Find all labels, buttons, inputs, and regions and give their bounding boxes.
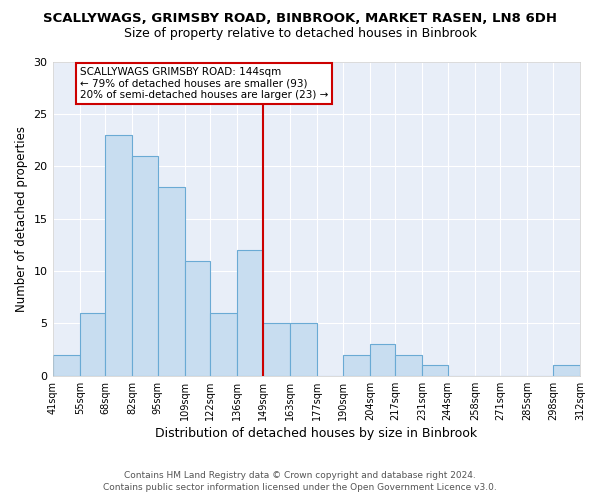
Bar <box>422 366 448 376</box>
Bar <box>263 324 290 376</box>
Bar <box>210 313 238 376</box>
Bar <box>343 355 370 376</box>
Text: Size of property relative to detached houses in Binbrook: Size of property relative to detached ho… <box>124 28 476 40</box>
Text: Contains public sector information licensed under the Open Government Licence v3: Contains public sector information licen… <box>103 484 497 492</box>
Y-axis label: Number of detached properties: Number of detached properties <box>15 126 28 312</box>
Bar <box>133 156 158 376</box>
Bar <box>185 260 210 376</box>
Bar <box>158 187 185 376</box>
Text: SCALLYWAGS GRIMSBY ROAD: 144sqm
← 79% of detached houses are smaller (93)
20% of: SCALLYWAGS GRIMSBY ROAD: 144sqm ← 79% of… <box>80 66 328 100</box>
Bar <box>80 313 105 376</box>
Bar <box>553 366 580 376</box>
X-axis label: Distribution of detached houses by size in Binbrook: Distribution of detached houses by size … <box>155 427 478 440</box>
Text: Contains HM Land Registry data © Crown copyright and database right 2024.: Contains HM Land Registry data © Crown c… <box>124 471 476 480</box>
Bar <box>238 250 263 376</box>
Bar <box>53 355 80 376</box>
Bar <box>290 324 317 376</box>
Bar <box>395 355 422 376</box>
Text: SCALLYWAGS, GRIMSBY ROAD, BINBROOK, MARKET RASEN, LN8 6DH: SCALLYWAGS, GRIMSBY ROAD, BINBROOK, MARK… <box>43 12 557 26</box>
Bar <box>370 344 395 376</box>
Bar <box>105 135 133 376</box>
